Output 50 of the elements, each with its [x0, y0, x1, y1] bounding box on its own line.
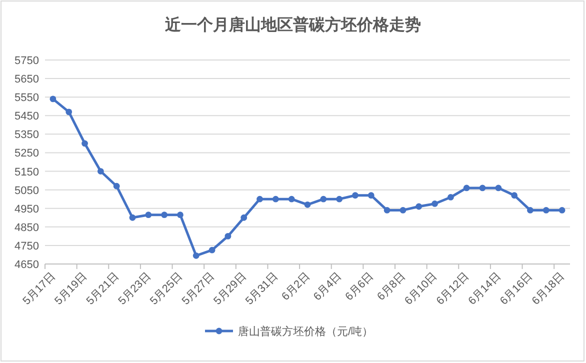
x-tick-label: 6月6日	[343, 270, 376, 304]
x-tick-label: 6月2日	[280, 270, 312, 304]
y-tick-label: 5050	[14, 184, 39, 197]
point	[256, 196, 263, 202]
point	[192, 252, 200, 259]
y-tick-label: 5150	[14, 166, 39, 178]
chart-title: 近一个月唐山地区普碳方坯价格走势	[164, 15, 421, 34]
y-tick-label: 5350	[14, 129, 39, 142]
point	[447, 194, 454, 200]
point	[97, 168, 104, 174]
point	[384, 207, 390, 214]
point	[82, 140, 88, 147]
x-tick-label: 6月4日	[311, 270, 344, 304]
point	[208, 246, 216, 254]
point	[479, 184, 486, 192]
point	[224, 232, 232, 240]
y-tick-label: 4850	[14, 222, 39, 234]
point	[542, 207, 550, 214]
point	[240, 214, 248, 221]
y-tick-label: 4750	[14, 240, 39, 252]
point	[320, 196, 327, 202]
point	[368, 192, 374, 199]
point	[511, 192, 518, 199]
point	[352, 192, 358, 199]
point	[463, 184, 470, 192]
point	[400, 207, 406, 214]
point	[272, 196, 279, 202]
y-tick-label: 5250	[14, 148, 39, 160]
point	[161, 212, 168, 218]
point	[129, 214, 136, 221]
point	[66, 108, 72, 116]
point	[416, 203, 422, 210]
y-tick-label: 4950	[14, 203, 39, 216]
point	[304, 201, 311, 208]
y-tick-label: 5750	[14, 55, 39, 67]
point	[527, 207, 534, 214]
y-tick-label: 5450	[14, 110, 39, 123]
point	[495, 184, 502, 192]
y-tick-label: 5550	[14, 92, 39, 104]
y-tick-label: 5650	[14, 74, 39, 86]
legend-label: 唐山普碳方坯价格（元/吨）	[238, 325, 374, 338]
point	[50, 96, 56, 102]
y-tick-label: 4650	[14, 259, 39, 271]
point	[336, 196, 343, 202]
point	[113, 182, 120, 190]
point	[288, 196, 295, 202]
point	[432, 200, 438, 207]
point	[177, 212, 184, 218]
point	[145, 212, 152, 218]
point	[558, 207, 566, 214]
